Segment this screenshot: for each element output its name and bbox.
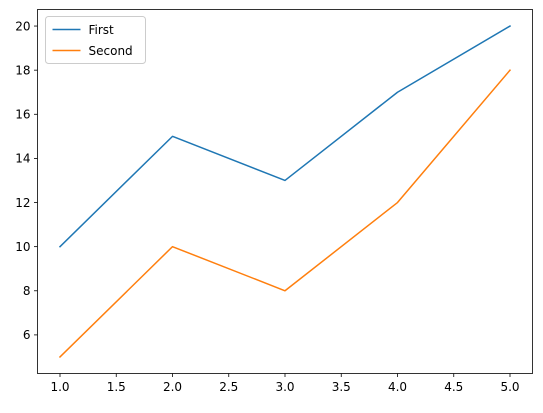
y-tick-label: 18	[15, 63, 30, 77]
y-tick-label: 6	[23, 328, 31, 342]
series-layer	[58, 25, 512, 359]
legend-label-1: First	[89, 23, 115, 37]
x-tick-label: 5.0	[500, 380, 519, 394]
legend-label-2: Second	[89, 44, 133, 58]
axes-layer: 1.0 1.5 2.0 2.5 3.0 3.5 4.0 4.5 5.0 6 8 10 12 14 16 18 2…	[15, 9, 533, 394]
y-tick-label: 20	[15, 19, 30, 33]
series-line-2	[58, 69, 512, 359]
y-tick-label: 16	[15, 108, 30, 122]
x-tick-label: 1.5	[107, 380, 126, 394]
x-tick-label: 3.0	[275, 380, 294, 394]
y-tick-label: 10	[15, 240, 30, 254]
x-tick-label: 4.5	[444, 380, 463, 394]
legend-box	[45, 16, 146, 64]
y-tick-label: 14	[15, 152, 30, 166]
x-tick-label: 1.0	[50, 380, 69, 394]
x-tick-label: 3.5	[332, 380, 351, 394]
x-tick-label: 2.5	[219, 380, 238, 394]
x-tick-label: 2.0	[163, 380, 182, 394]
x-tick-label: 4.0	[388, 380, 407, 394]
y-tick-label: 8	[23, 284, 31, 298]
legend: First Second	[45, 16, 146, 64]
y-tick-label: 12	[15, 196, 30, 210]
series-line-1	[58, 25, 512, 248]
